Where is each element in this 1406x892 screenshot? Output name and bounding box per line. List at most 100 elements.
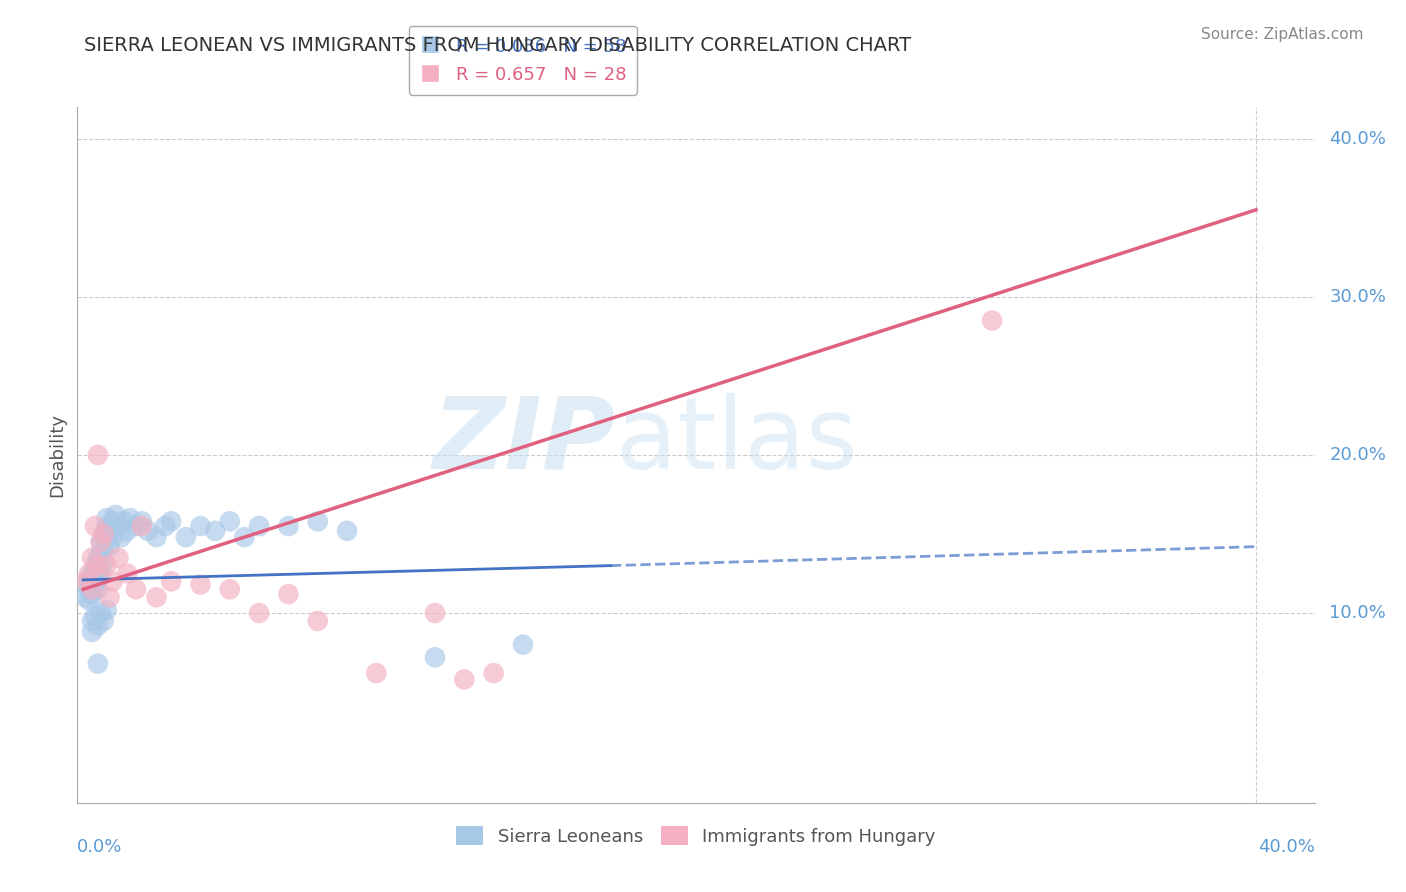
Text: 40.0%: 40.0% (1258, 838, 1315, 855)
Point (101, 574, 124, 589)
Point (115, 566, 138, 581)
Point (110, 530, 132, 544)
Point (93, 556, 115, 570)
Point (336, 524, 359, 538)
Point (247, 519, 270, 533)
Point (96, 519, 118, 533)
Point (482, 666, 505, 681)
Point (104, 508, 127, 522)
Point (80, 577, 103, 591)
Point (77, 566, 100, 581)
Point (93, 542, 115, 557)
Point (218, 582, 240, 597)
Point (174, 530, 197, 544)
Point (93, 527, 115, 541)
Point (80, 550, 103, 565)
Point (80, 587, 103, 601)
Point (87, 562, 110, 576)
Point (307, 614, 329, 628)
Point (77, 593, 100, 607)
Point (423, 606, 446, 620)
Point (115, 524, 138, 538)
Point (80, 614, 103, 628)
Point (190, 519, 212, 533)
Point (145, 591, 167, 605)
Point (366, 666, 388, 681)
Point (80, 582, 103, 597)
Point (98, 540, 121, 554)
Y-axis label: Disability: Disability (48, 413, 66, 497)
Point (75, 591, 97, 605)
Point (247, 606, 270, 620)
Point (125, 582, 148, 597)
Point (80, 574, 103, 589)
Point (120, 511, 142, 525)
Point (155, 519, 177, 533)
Point (98, 524, 121, 538)
Point (75, 574, 97, 589)
Point (453, 673, 475, 687)
Point (93, 614, 115, 628)
Point (101, 530, 124, 544)
Point (90, 546, 112, 560)
Point (96, 558, 118, 573)
Point (981, 313, 1004, 327)
Text: 30.0%: 30.0% (1330, 288, 1386, 306)
Point (90, 566, 112, 581)
Point (160, 574, 183, 589)
Point (87, 618, 110, 632)
Point (80, 625, 103, 640)
Text: SIERRA LEONEAN VS IMMIGRANTS FROM HUNGARY DISABILITY CORRELATION CHART: SIERRA LEONEAN VS IMMIGRANTS FROM HUNGAR… (84, 36, 911, 54)
Point (77, 571, 100, 585)
Point (84, 577, 107, 591)
Point (87, 448, 110, 462)
Point (107, 519, 129, 533)
Text: 40.0%: 40.0% (1330, 129, 1386, 148)
Point (75, 577, 97, 591)
Point (277, 587, 299, 601)
Point (218, 514, 240, 528)
Point (90, 534, 112, 549)
Point (233, 530, 256, 544)
Point (84, 558, 107, 573)
Point (277, 519, 299, 533)
Point (423, 650, 446, 665)
Point (96, 530, 118, 544)
Point (87, 582, 110, 597)
Text: Source: ZipAtlas.com: Source: ZipAtlas.com (1201, 27, 1364, 42)
Text: 0.0%: 0.0% (77, 838, 122, 855)
Point (96, 511, 118, 525)
Point (131, 519, 153, 533)
Point (160, 514, 183, 528)
Point (136, 524, 159, 538)
Point (112, 514, 135, 528)
Point (87, 558, 110, 573)
Point (98, 591, 121, 605)
Point (307, 514, 329, 528)
Text: 10.0%: 10.0% (1330, 604, 1386, 622)
Point (190, 577, 212, 591)
Text: 20.0%: 20.0% (1330, 446, 1386, 464)
Point (93, 527, 115, 541)
Point (84, 609, 107, 624)
Point (512, 638, 534, 652)
Point (131, 514, 153, 528)
Point (87, 657, 110, 671)
Text: ZIP: ZIP (433, 392, 616, 490)
Legend: Sierra Leoneans, Immigrants from Hungary: Sierra Leoneans, Immigrants from Hungary (449, 819, 943, 853)
Point (125, 519, 148, 533)
Point (90, 534, 112, 549)
Point (84, 519, 107, 533)
Point (145, 530, 167, 544)
Point (84, 566, 107, 581)
Point (101, 514, 124, 528)
Point (204, 524, 226, 538)
Point (80, 566, 103, 581)
Point (87, 550, 110, 565)
Point (87, 571, 110, 585)
Point (77, 582, 100, 597)
Point (90, 606, 112, 620)
Text: atlas: atlas (616, 392, 858, 490)
Point (96, 603, 118, 617)
Point (107, 550, 129, 565)
